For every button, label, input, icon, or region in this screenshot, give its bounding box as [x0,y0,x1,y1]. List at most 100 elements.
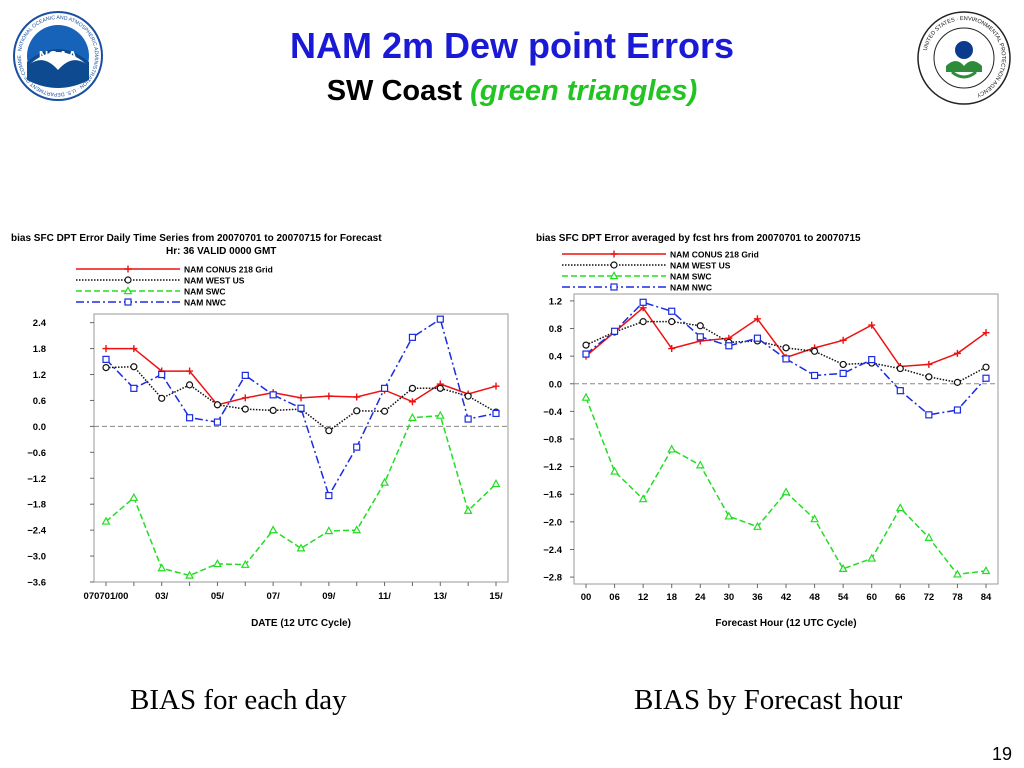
series-nam-nwc [102,315,500,500]
series-line [105,318,497,498]
x-tick-label: 18 [666,592,677,603]
data-point [240,559,250,568]
daily-bias-chart: bias SFC DPT Error Daily Time Series fro… [11,233,509,629]
x-tick-label: 54 [838,592,849,603]
series-nam-swc [581,392,991,578]
chart-title: bias SFC DPT Error Daily Time Series fro… [11,233,382,244]
data-point [213,401,222,409]
data-point [781,487,791,496]
legend-marker [124,265,132,273]
data-point [408,333,417,341]
legend-label: NAM NWC [670,283,712,293]
legend-label: NAM WEST US [184,276,245,286]
data-point [638,494,648,503]
data-point [353,393,361,401]
data-point [668,307,676,315]
y-tick-label: 0.0 [33,422,46,433]
x-tick-label: 84 [981,592,992,603]
data-point [380,477,389,486]
data-point [380,407,389,415]
legend-marker [124,276,132,284]
data-point [130,345,138,353]
legend-label: NAM SWC [670,272,712,282]
legend-label: NAM CONUS 218 Grid [184,265,273,275]
y-tick-label: −2.0 [543,517,562,528]
data-point [953,378,962,386]
y-tick-label: −1.6 [543,490,562,501]
data-point [982,329,990,337]
data-point [953,406,962,414]
x-tick-label: 03/ [155,591,169,602]
data-point [380,384,389,392]
legend-marker [609,271,619,280]
y-tick-label: −0.4 [543,407,562,418]
legend-label: NAM SWC [184,287,226,297]
data-point [925,411,933,419]
chart-title: bias SFC DPT Error averaged by fcst hrs … [536,233,861,244]
plot-frame [573,293,999,585]
legend-entry-nam-west-us: NAM WEST US [562,261,731,271]
data-point [810,371,819,380]
data-point [725,342,733,350]
data-point [408,412,417,421]
y-tick-label: 2.4 [33,318,47,329]
legend-label: NAM WEST US [670,261,731,271]
x-tick-label: 11/ [378,591,391,602]
data-point [668,345,676,353]
y-tick-label: 0.6 [33,396,46,407]
data-point [464,392,472,400]
x-tick-label: 48 [809,592,820,603]
legend-label: NAM CONUS 218 Grid [670,250,759,260]
data-point [982,363,990,371]
data-point [436,384,444,392]
data-point [896,364,904,373]
data-point [753,334,762,342]
data-point [839,369,847,378]
data-point [492,382,500,390]
x-tick-label: 42 [781,592,792,603]
data-point [241,405,249,413]
legend-entry-nam-swc: NAM SWC [562,271,712,282]
data-point [268,525,278,534]
data-point [102,364,110,372]
data-point [353,443,361,451]
data-point [213,558,222,568]
data-point [352,525,362,534]
x-tick-label: 15/ [489,591,503,602]
data-point [610,327,619,335]
y-tick-label: 1.2 [549,296,562,307]
legend-marker [610,283,618,291]
x-tick-label: 72 [924,592,935,603]
epa-logo: UNITED STATES · ENVIRONMENTAL PROTECTION… [917,11,1011,105]
y-tick-label: −0.8 [543,435,562,446]
data-point [325,491,333,500]
x-tick-label: 30 [724,592,735,603]
data-point [753,521,762,530]
legend-entry-nam-west-us: NAM WEST US [76,276,245,286]
data-point [102,355,110,363]
noaa-logo: NOAA NATIONAL OCEANIC AND ATMOSPHERIC AD… [12,10,103,101]
x-tick-label: 78 [952,592,963,603]
data-point [753,315,761,323]
data-point [981,566,991,575]
y-tick-label: −3.0 [27,552,46,563]
noaa-logo-text: NOAA [39,48,78,63]
data-point [782,344,790,352]
data-point [297,404,305,412]
y-tick-label: −2.8 [543,573,562,584]
data-point [101,516,111,525]
x-tick-label: 05/ [211,591,225,602]
data-point [839,336,847,344]
series-line [105,414,497,577]
x-tick-label: 13/ [434,591,448,602]
caption-right: BIAS by Forecast hour [634,684,903,716]
data-point [895,503,905,512]
x-tick-label: 00 [581,592,592,603]
y-tick-label: −0.6 [27,448,46,459]
series-nam-nwc [582,298,990,419]
data-point [130,384,138,392]
data-point [896,387,904,395]
caption-left: BIAS for each day [130,684,347,716]
data-point [610,466,619,475]
data-point [639,318,647,326]
